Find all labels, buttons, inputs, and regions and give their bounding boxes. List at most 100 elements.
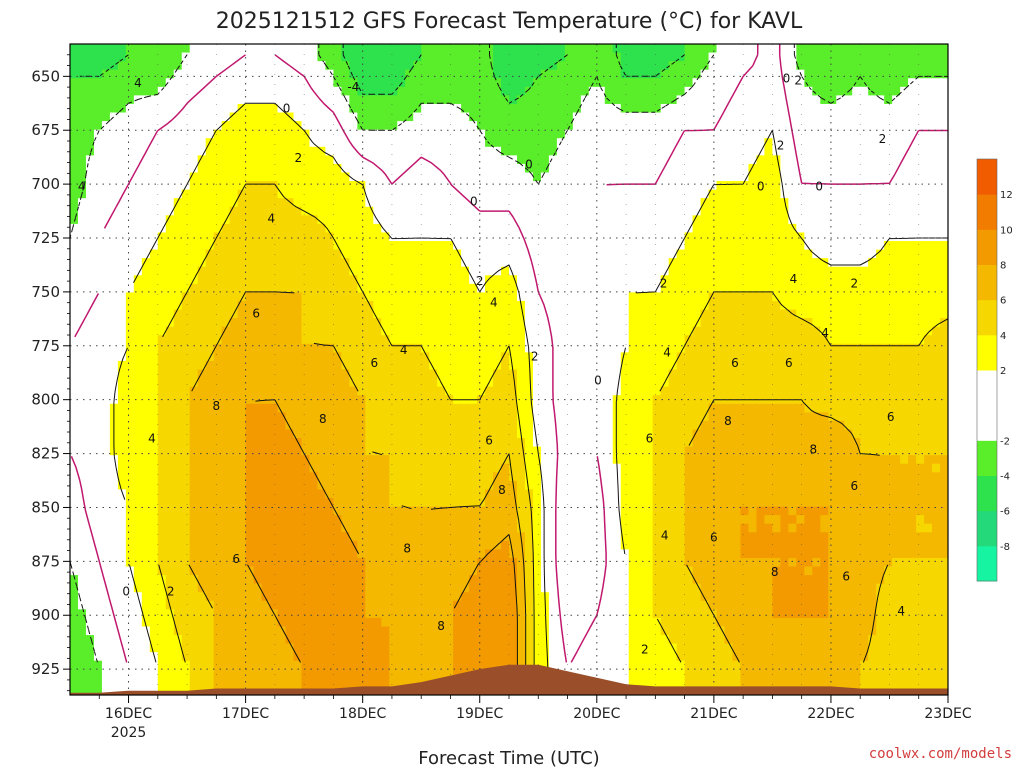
field-cell: [477, 103, 486, 114]
field-cell: [868, 138, 877, 148]
field-cell: [213, 103, 223, 114]
field-cell: [692, 232, 702, 242]
field-cell: [812, 172, 821, 182]
field-cell: [596, 129, 606, 139]
field-cell: [876, 172, 885, 182]
field-cell: [860, 241, 869, 251]
field-cell: [516, 121, 526, 131]
field-cell: [453, 360, 462, 371]
field-cell: [828, 335, 837, 345]
field-cell: [165, 343, 175, 353]
field-cell: [820, 318, 829, 328]
field-cell: [796, 163, 805, 174]
field-cell: [349, 189, 358, 199]
field-cell: [373, 103, 382, 114]
field-cell: [341, 395, 350, 405]
field-cell: [165, 335, 175, 345]
field-cell: [70, 52, 79, 62]
field-cell: [836, 69, 845, 79]
field-cell: [660, 69, 670, 79]
field-cell: [724, 352, 734, 362]
field-cell: [309, 215, 319, 225]
field-cell: [157, 386, 167, 396]
field-cell: [580, 292, 590, 302]
field-cell: [477, 129, 486, 139]
field-cell: [365, 78, 374, 88]
field-cell: [940, 335, 948, 345]
field-cell: [405, 44, 414, 54]
field-cell: [532, 52, 542, 62]
field-cell: [708, 403, 718, 413]
field-cell: [756, 215, 766, 225]
field-cell: [365, 429, 374, 439]
field-cell: [101, 129, 111, 139]
field-cell: [884, 318, 893, 328]
field-cell: [724, 258, 734, 268]
field-cell: [740, 300, 750, 311]
field-cell: [884, 343, 893, 353]
field-cell: [501, 249, 510, 259]
field-cell: [309, 95, 319, 105]
field-cell: [812, 266, 821, 276]
field-cell: [652, 121, 662, 131]
field-cell: [429, 198, 438, 208]
field-cell: [117, 112, 127, 122]
field-cell: [700, 258, 710, 268]
field-cell: [309, 283, 319, 294]
field-cell: [93, 52, 103, 62]
field-cell: [844, 198, 853, 208]
field-cell: [93, 103, 103, 114]
field-cell: [325, 146, 334, 156]
field-cell: [389, 206, 398, 216]
field-cell: [189, 369, 199, 379]
field-cell: [333, 95, 342, 105]
field-cell: [788, 232, 797, 242]
field-cell: [301, 121, 311, 131]
field-cell: [421, 429, 430, 439]
field-cell: [812, 292, 821, 302]
field-cell: [924, 292, 933, 302]
field-cell: [620, 395, 630, 405]
field-cell: [85, 206, 95, 216]
field-cell: [93, 121, 103, 131]
field-cell: [604, 258, 614, 268]
field-cell: [413, 138, 422, 148]
field-cell: [453, 292, 462, 302]
field-cell: [453, 61, 462, 71]
field-cell: [149, 129, 159, 139]
field-cell: [748, 146, 758, 156]
field-cell: [189, 292, 199, 302]
field-cell: [620, 52, 630, 62]
field-cell: [445, 352, 454, 362]
field-cell: [684, 232, 694, 242]
field-cell: [85, 343, 95, 353]
field-cell: [325, 266, 334, 276]
field-cell: [461, 326, 470, 336]
field-cell: [85, 44, 95, 54]
field-cell: [700, 206, 710, 216]
field-cell: [389, 343, 398, 353]
field-cell: [237, 300, 247, 311]
field-cell: [580, 335, 590, 345]
field-cell: [924, 198, 933, 208]
field-cell: [453, 249, 462, 259]
field-cell: [676, 266, 686, 276]
field-cell: [381, 223, 390, 234]
field-cell: [125, 181, 135, 191]
field-cell: [820, 181, 829, 191]
field-cell: [572, 103, 582, 114]
field-cell: [908, 300, 917, 311]
field-cell: [876, 121, 885, 131]
field-cell: [804, 198, 813, 208]
field-cell: [381, 121, 390, 131]
field-cell: [596, 215, 606, 225]
field-cell: [604, 44, 614, 54]
field-cell: [493, 198, 502, 208]
field-cell: [341, 181, 350, 191]
field-cell: [868, 206, 877, 216]
field-cell: [173, 61, 183, 71]
field-cell: [900, 189, 909, 199]
field-cell: [844, 343, 853, 353]
field-cell: [772, 52, 781, 62]
field-cell: [612, 103, 622, 114]
